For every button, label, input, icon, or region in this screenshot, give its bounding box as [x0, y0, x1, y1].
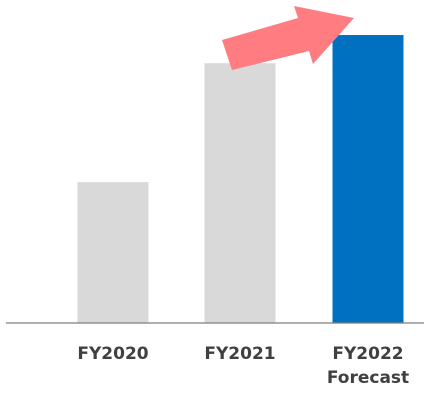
bar-fy2021	[204, 63, 276, 324]
trend-up-arrow-icon	[222, 6, 354, 70]
x-tick-sublabel-fy2022: Forecast	[327, 368, 409, 388]
x-tick-label-fy2022: FY2022	[332, 344, 403, 364]
x-tick-label-fy2020: FY2020	[77, 344, 148, 364]
bar-fy2020	[77, 182, 149, 323]
bars-layer	[77, 35, 404, 324]
bar-fy2022	[332, 35, 404, 323]
tick-labels-layer: FY2020 FY2021 FY2022 Forecast	[77, 344, 409, 388]
x-tick-label-fy2021: FY2021	[204, 344, 275, 364]
